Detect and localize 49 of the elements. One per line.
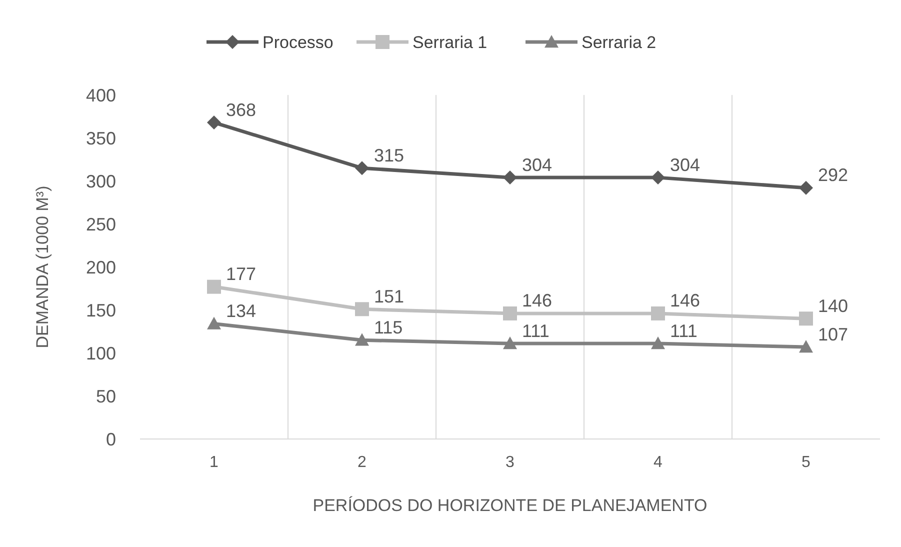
point (355, 161, 369, 176)
x-tick-label: 3 (506, 454, 515, 471)
y-tick-label: 200 (86, 257, 116, 278)
y-tick-label: 0 (106, 429, 116, 450)
x-tick-label: 1 (210, 454, 219, 471)
y-tick-label: 400 (86, 85, 116, 106)
point (503, 306, 517, 320)
y-tick-label: 150 (86, 300, 116, 320)
x-axis-title: PERÍODOS DO HORIZONTE DE PLANEJAMENTO (312, 496, 708, 515)
data-label: 292 (818, 165, 848, 186)
y-tick-label: 300 (86, 171, 116, 192)
data-label: 368 (226, 100, 256, 120)
y-tick-label: 350 (86, 128, 116, 148)
point (799, 340, 813, 353)
y-tick-label: 100 (86, 343, 116, 364)
point (207, 280, 221, 294)
point (207, 316, 221, 330)
y-tick-label: 250 (86, 214, 116, 234)
legend-label: Serraria 2 (582, 32, 656, 52)
data-label: 134 (226, 301, 256, 322)
legend-label: Serraria 1 (412, 32, 488, 52)
point (799, 312, 813, 326)
data-label: 115 (374, 317, 403, 338)
data-label: 315 (374, 145, 404, 166)
data-label: 151 (374, 286, 404, 306)
data-label: 177 (226, 264, 256, 284)
point (503, 336, 517, 350)
x-tick-label: 4 (654, 454, 663, 471)
point (207, 116, 221, 130)
legend-label: Processo (262, 32, 334, 52)
data-label: 140 (818, 296, 848, 316)
point (651, 170, 665, 185)
point (799, 180, 813, 195)
data-label: 107 (818, 324, 848, 344)
data-label: 111 (670, 320, 698, 341)
y-axis-title: DEMANDA (1000 M³) (33, 186, 52, 348)
x-tick-label: 2 (358, 454, 367, 471)
point (355, 333, 369, 346)
point (503, 170, 517, 185)
data-label: 146 (522, 290, 552, 311)
data-label: 304 (522, 154, 552, 175)
point (651, 306, 665, 320)
x-tick-label: 5 (802, 454, 811, 471)
y-tick-label: 50 (96, 386, 116, 406)
data-label: 146 (670, 290, 700, 311)
point (355, 302, 369, 316)
point (651, 336, 665, 350)
data-label: 111 (522, 320, 550, 341)
data-label: 304 (670, 154, 700, 175)
